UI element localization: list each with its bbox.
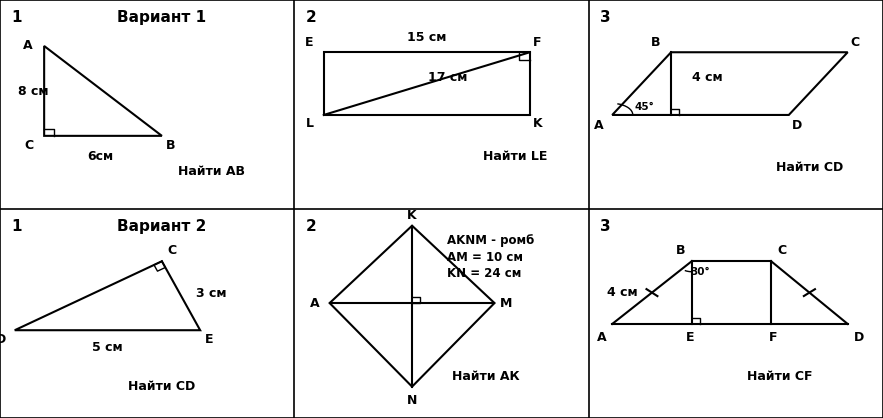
- Text: Найти LE: Найти LE: [483, 150, 547, 163]
- Text: 4 см: 4 см: [691, 71, 722, 84]
- Text: 5 см: 5 см: [92, 341, 123, 354]
- Text: K: K: [532, 117, 542, 130]
- Text: A: A: [593, 119, 603, 132]
- Text: E: E: [205, 334, 213, 347]
- Text: C: C: [25, 139, 34, 152]
- Text: 45°: 45°: [634, 102, 654, 112]
- Text: E: E: [686, 331, 694, 344]
- Text: C: C: [850, 36, 860, 49]
- Text: KN = 24 см: KN = 24 см: [448, 267, 522, 280]
- Text: B: B: [676, 244, 686, 257]
- Text: Найти АК: Найти АК: [452, 370, 519, 383]
- Text: Найти CD: Найти CD: [776, 161, 843, 174]
- Text: 3: 3: [600, 219, 611, 234]
- Text: 30°: 30°: [691, 267, 710, 277]
- Text: Вариант 2: Вариант 2: [117, 219, 207, 234]
- Text: K: K: [407, 209, 417, 222]
- Text: Найти CF: Найти CF: [747, 370, 812, 383]
- Text: АМ = 10 см: АМ = 10 см: [448, 250, 524, 264]
- Text: 15 см: 15 см: [407, 31, 447, 44]
- Text: 6см: 6см: [87, 150, 113, 163]
- Text: B: B: [166, 139, 176, 152]
- Text: 1: 1: [11, 10, 22, 25]
- Text: A: A: [597, 331, 607, 344]
- Text: D: D: [0, 334, 6, 347]
- Text: F: F: [532, 36, 541, 49]
- Text: C: C: [777, 244, 786, 257]
- Text: Найти CD: Найти CD: [128, 380, 195, 393]
- Text: A: A: [23, 39, 33, 53]
- Text: D: D: [792, 119, 802, 132]
- Text: 17 см: 17 см: [427, 71, 467, 84]
- Text: N: N: [407, 394, 418, 407]
- Text: M: M: [501, 296, 513, 310]
- Text: F: F: [768, 331, 777, 344]
- Text: D: D: [854, 331, 864, 344]
- Text: 2: 2: [306, 10, 317, 25]
- Text: C: C: [168, 244, 177, 257]
- Text: 8 см: 8 см: [18, 85, 49, 99]
- Text: 1: 1: [11, 219, 22, 234]
- Text: B: B: [652, 36, 660, 49]
- Text: Найти АВ: Найти АВ: [178, 165, 245, 178]
- Text: АKNM - ромб: АKNM - ромб: [448, 234, 534, 247]
- Text: A: A: [310, 296, 320, 310]
- Text: E: E: [305, 36, 313, 49]
- Text: 4 см: 4 см: [607, 286, 638, 299]
- Text: 2: 2: [306, 219, 317, 234]
- Text: L: L: [306, 117, 313, 130]
- Text: Вариант 1: Вариант 1: [117, 10, 207, 25]
- Text: 3 см: 3 см: [196, 287, 226, 300]
- Text: 3: 3: [600, 10, 611, 25]
